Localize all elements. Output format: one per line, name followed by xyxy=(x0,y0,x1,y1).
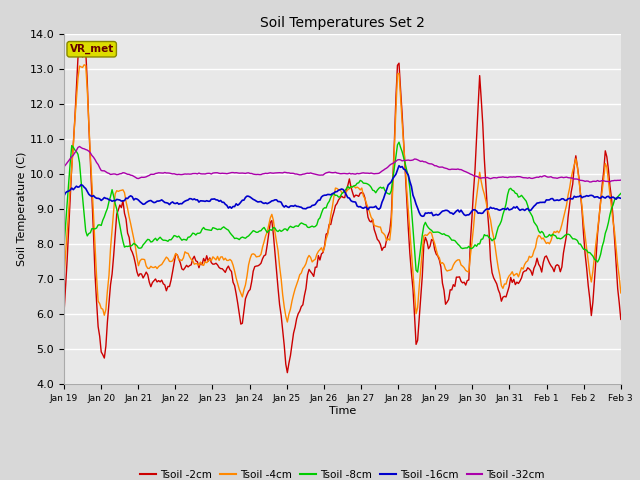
Title: Soil Temperatures Set 2: Soil Temperatures Set 2 xyxy=(260,16,425,30)
Y-axis label: Soil Temperature (C): Soil Temperature (C) xyxy=(17,152,27,266)
Text: VR_met: VR_met xyxy=(70,44,114,54)
X-axis label: Time: Time xyxy=(329,406,356,416)
Legend: Tsoil -2cm, Tsoil -4cm, Tsoil -8cm, Tsoil -16cm, Tsoil -32cm: Tsoil -2cm, Tsoil -4cm, Tsoil -8cm, Tsoi… xyxy=(136,466,549,480)
